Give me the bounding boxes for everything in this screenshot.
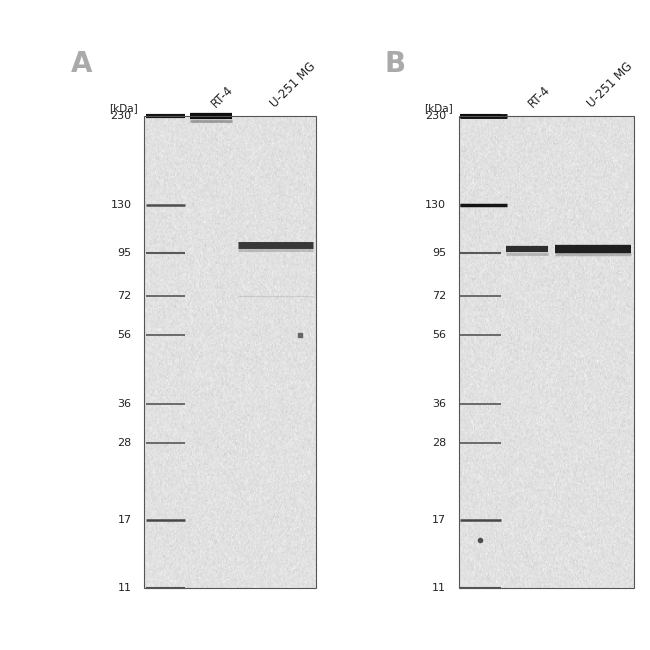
Text: 28: 28 xyxy=(117,438,131,448)
Text: 11: 11 xyxy=(432,583,446,593)
Bar xyxy=(144,116,316,588)
Text: 95: 95 xyxy=(118,248,131,258)
Text: 36: 36 xyxy=(118,399,131,409)
Text: U-251 MG: U-251 MG xyxy=(585,60,635,110)
Text: RT-4: RT-4 xyxy=(209,83,237,111)
Text: 28: 28 xyxy=(432,438,446,448)
Text: 11: 11 xyxy=(118,583,131,593)
Text: 17: 17 xyxy=(432,515,446,525)
Text: B: B xyxy=(385,50,406,78)
Text: 56: 56 xyxy=(432,330,446,341)
Bar xyxy=(459,116,634,588)
Text: 230: 230 xyxy=(425,111,446,121)
Text: 130: 130 xyxy=(111,200,131,210)
Text: 56: 56 xyxy=(118,330,131,341)
Text: 230: 230 xyxy=(111,111,131,121)
Text: 36: 36 xyxy=(432,399,446,409)
Text: 72: 72 xyxy=(117,291,131,302)
Text: 130: 130 xyxy=(425,200,446,210)
Text: 72: 72 xyxy=(432,291,446,302)
Text: [kDa]: [kDa] xyxy=(109,103,138,113)
Text: RT-4: RT-4 xyxy=(525,83,552,111)
Text: 17: 17 xyxy=(118,515,131,525)
Text: A: A xyxy=(71,50,92,78)
Text: U-251 MG: U-251 MG xyxy=(268,60,318,110)
Text: 95: 95 xyxy=(432,248,446,258)
Text: [kDa]: [kDa] xyxy=(424,103,452,113)
